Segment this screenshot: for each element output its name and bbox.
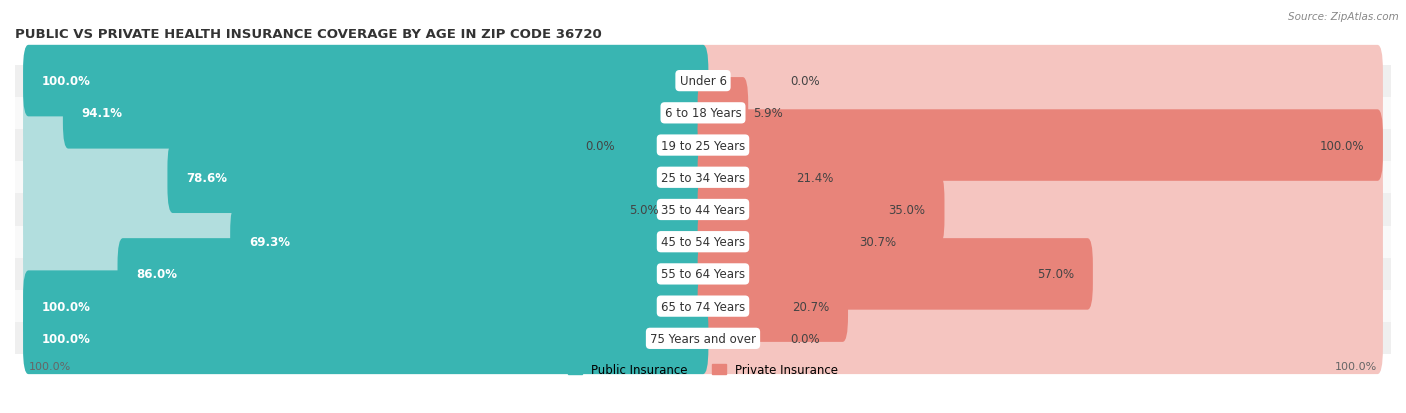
FancyBboxPatch shape xyxy=(697,239,1384,310)
FancyBboxPatch shape xyxy=(22,78,709,149)
Text: 75 Years and over: 75 Years and over xyxy=(650,332,756,345)
FancyBboxPatch shape xyxy=(167,142,709,214)
Text: 57.0%: 57.0% xyxy=(1036,268,1074,281)
FancyBboxPatch shape xyxy=(697,142,853,214)
FancyBboxPatch shape xyxy=(697,174,945,246)
Text: 78.6%: 78.6% xyxy=(187,171,228,184)
FancyBboxPatch shape xyxy=(697,271,1384,342)
Text: Source: ZipAtlas.com: Source: ZipAtlas.com xyxy=(1288,12,1399,22)
FancyBboxPatch shape xyxy=(22,46,709,117)
FancyBboxPatch shape xyxy=(697,303,1384,374)
FancyBboxPatch shape xyxy=(697,271,848,342)
Text: 5.9%: 5.9% xyxy=(754,107,783,120)
Text: 21.4%: 21.4% xyxy=(796,171,834,184)
FancyBboxPatch shape xyxy=(22,271,709,342)
FancyBboxPatch shape xyxy=(697,46,1384,117)
Text: 100.0%: 100.0% xyxy=(42,332,91,345)
FancyBboxPatch shape xyxy=(22,142,709,214)
Text: 69.3%: 69.3% xyxy=(249,236,290,249)
Bar xyxy=(15,194,1391,226)
Bar xyxy=(15,130,1391,162)
Text: 6 to 18 Years: 6 to 18 Years xyxy=(665,107,741,120)
Text: 65 to 74 Years: 65 to 74 Years xyxy=(661,300,745,313)
FancyBboxPatch shape xyxy=(231,206,709,278)
Bar xyxy=(15,323,1391,355)
FancyBboxPatch shape xyxy=(697,78,748,149)
FancyBboxPatch shape xyxy=(697,174,1384,246)
Text: 55 to 64 Years: 55 to 64 Years xyxy=(661,268,745,281)
Bar xyxy=(15,290,1391,323)
FancyBboxPatch shape xyxy=(22,303,709,374)
Text: 45 to 54 Years: 45 to 54 Years xyxy=(661,236,745,249)
Text: 0.0%: 0.0% xyxy=(790,332,820,345)
FancyBboxPatch shape xyxy=(697,206,915,278)
FancyBboxPatch shape xyxy=(697,110,1384,181)
Text: 0.0%: 0.0% xyxy=(790,75,820,88)
Text: 5.0%: 5.0% xyxy=(630,204,659,216)
FancyBboxPatch shape xyxy=(697,110,1384,181)
Text: 100.0%: 100.0% xyxy=(42,75,91,88)
FancyBboxPatch shape xyxy=(118,239,709,310)
Legend: Public Insurance, Private Insurance: Public Insurance, Private Insurance xyxy=(568,363,838,376)
Text: 0.0%: 0.0% xyxy=(586,139,616,152)
Text: 20.7%: 20.7% xyxy=(792,300,830,313)
FancyBboxPatch shape xyxy=(22,46,709,117)
Text: 94.1%: 94.1% xyxy=(82,107,122,120)
Text: 25 to 34 Years: 25 to 34 Years xyxy=(661,171,745,184)
Bar xyxy=(15,258,1391,290)
FancyBboxPatch shape xyxy=(22,110,709,181)
Bar xyxy=(15,226,1391,258)
FancyBboxPatch shape xyxy=(697,142,1384,214)
Text: 100.0%: 100.0% xyxy=(1319,139,1364,152)
Text: 35.0%: 35.0% xyxy=(889,204,925,216)
FancyBboxPatch shape xyxy=(22,271,709,342)
Text: 100.0%: 100.0% xyxy=(28,361,70,371)
Bar xyxy=(15,65,1391,97)
FancyBboxPatch shape xyxy=(664,174,709,246)
FancyBboxPatch shape xyxy=(697,78,1384,149)
Bar xyxy=(15,97,1391,130)
Text: Under 6: Under 6 xyxy=(679,75,727,88)
Text: 30.7%: 30.7% xyxy=(859,236,897,249)
FancyBboxPatch shape xyxy=(63,78,709,149)
Text: 100.0%: 100.0% xyxy=(42,300,91,313)
FancyBboxPatch shape xyxy=(697,206,1384,278)
FancyBboxPatch shape xyxy=(22,206,709,278)
Bar xyxy=(15,162,1391,194)
FancyBboxPatch shape xyxy=(22,303,709,374)
Text: 19 to 25 Years: 19 to 25 Years xyxy=(661,139,745,152)
Text: 86.0%: 86.0% xyxy=(136,268,177,281)
FancyBboxPatch shape xyxy=(22,174,709,246)
FancyBboxPatch shape xyxy=(22,239,709,310)
Text: 100.0%: 100.0% xyxy=(1336,361,1378,371)
Text: 35 to 44 Years: 35 to 44 Years xyxy=(661,204,745,216)
Text: PUBLIC VS PRIVATE HEALTH INSURANCE COVERAGE BY AGE IN ZIP CODE 36720: PUBLIC VS PRIVATE HEALTH INSURANCE COVER… xyxy=(15,28,602,41)
FancyBboxPatch shape xyxy=(697,239,1092,310)
